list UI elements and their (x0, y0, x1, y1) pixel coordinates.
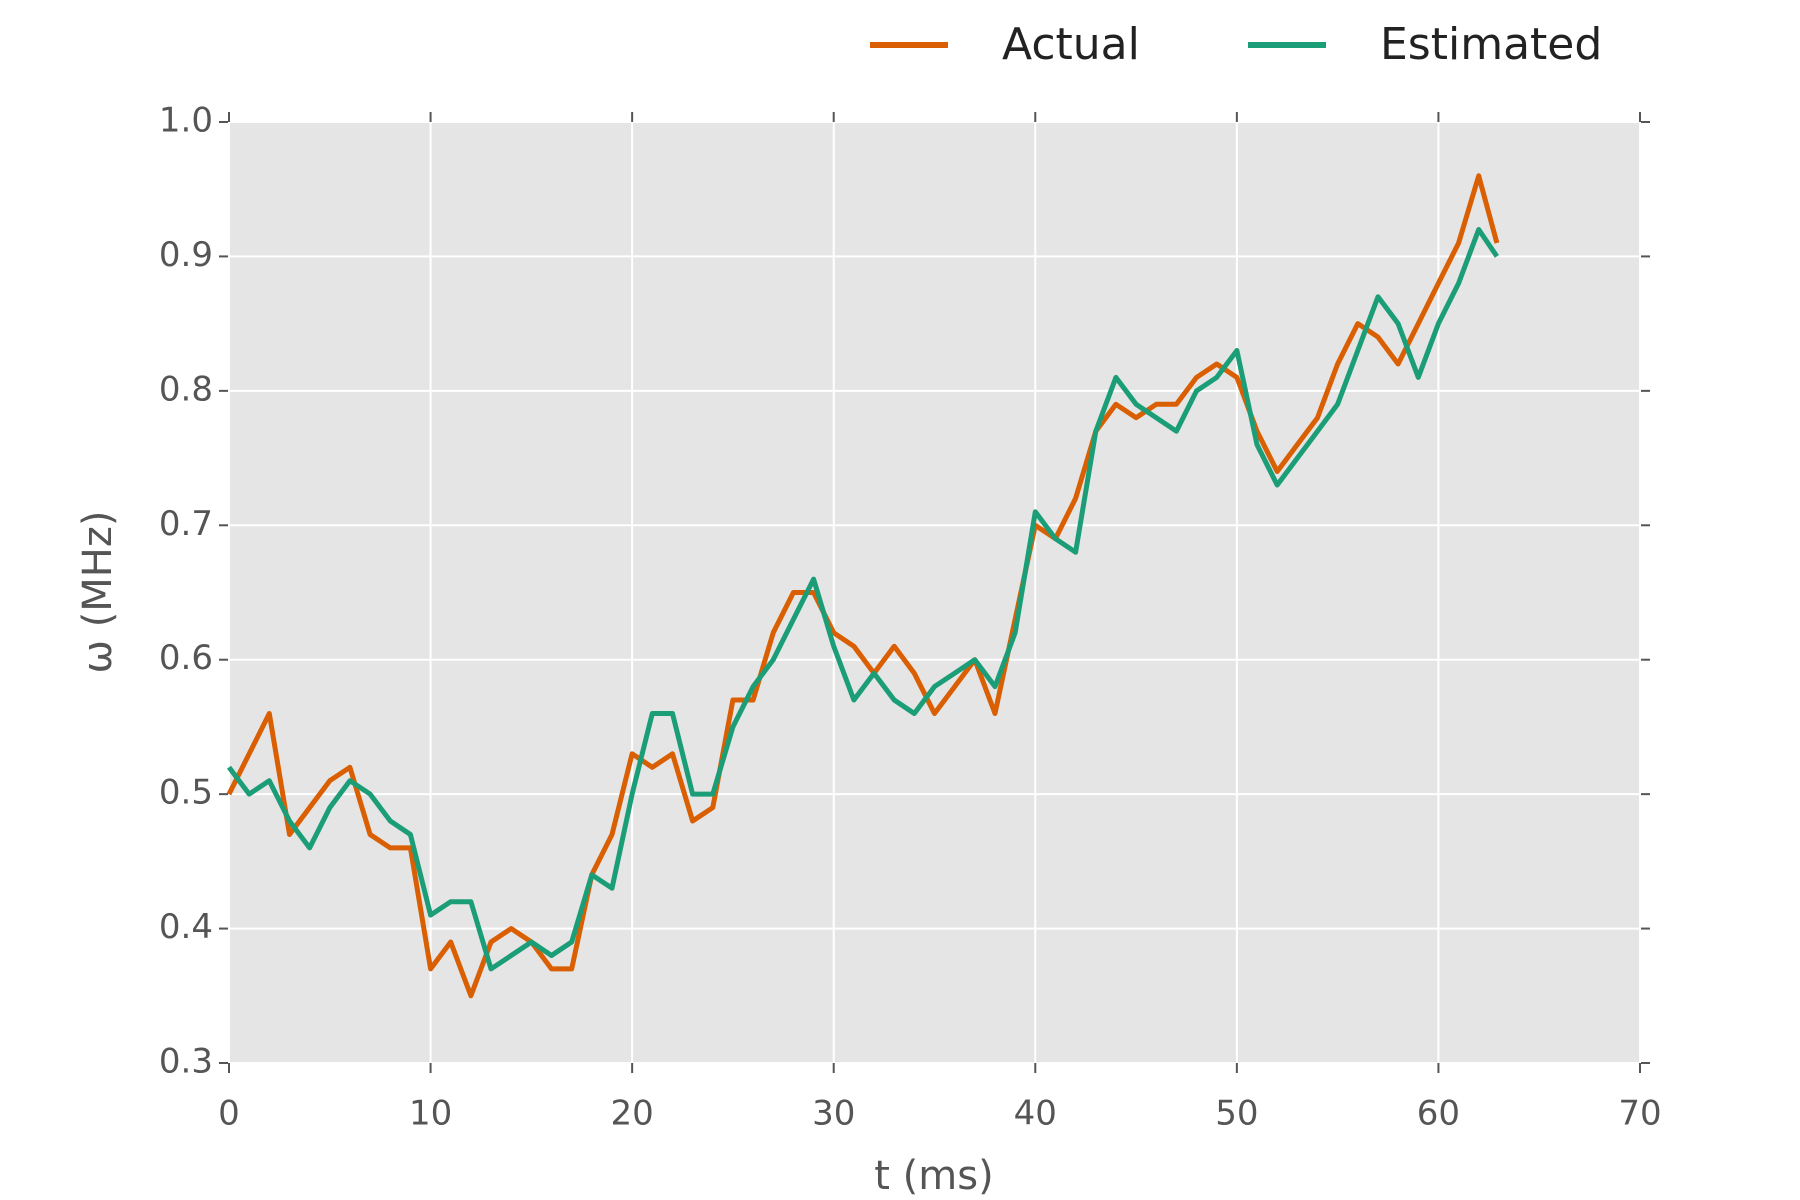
data-line (227, 227, 1499, 972)
y-tick-label: 0.8 (159, 369, 213, 409)
legend-label: Actual (1002, 19, 1140, 70)
y-tick-label: 0.4 (159, 907, 213, 947)
x-tick-label: 30 (812, 1094, 855, 1134)
y-tick-label: 0.6 (159, 638, 213, 678)
y-tick-label: 1.0 (159, 101, 213, 141)
y-tick-label: 0.7 (159, 504, 213, 544)
x-tick-label: 70 (1618, 1094, 1661, 1134)
x-tick-label: 20 (611, 1094, 654, 1134)
plot-background (229, 122, 1640, 1063)
y-tick-label: 0.9 (159, 235, 213, 275)
x-tick-label: 0 (218, 1094, 240, 1134)
y-tick-label: 0.3 (159, 1042, 213, 1082)
x-axis-label: t (ms) (874, 1153, 993, 1199)
legend-label: Estimated (1380, 19, 1602, 70)
data-line (226, 173, 1500, 999)
y-tick-label: 0.5 (159, 773, 213, 813)
x-tick-label: 60 (1417, 1094, 1460, 1134)
x-tick-label: 40 (1014, 1094, 1057, 1134)
x-tick-label: 50 (1215, 1094, 1258, 1134)
x-tick-label: 10 (409, 1094, 452, 1134)
y-axis-label: ω (MHz) (75, 510, 121, 673)
